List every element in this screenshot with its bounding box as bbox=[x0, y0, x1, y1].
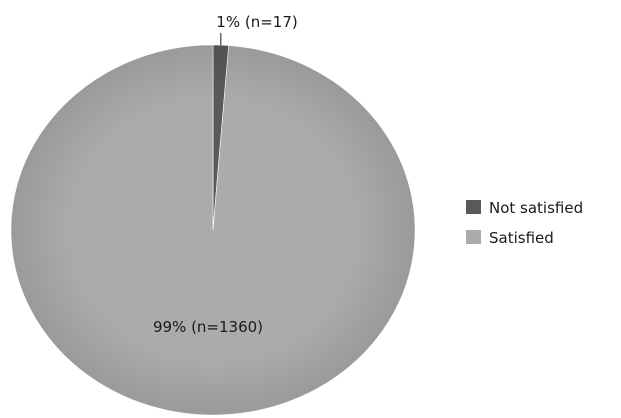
legend-label-satisfied: Satisfied bbox=[489, 229, 554, 247]
legend-label-not-satisfied: Not satisfied bbox=[489, 199, 583, 217]
legend-swatch-satisfied bbox=[466, 230, 481, 244]
pie-slice-satisfied[interactable] bbox=[10, 44, 416, 416]
legend: Not satisfied Satisfied bbox=[466, 199, 583, 247]
data-label-satisfied: 99% (n=1360) bbox=[153, 318, 263, 336]
legend-item-satisfied[interactable]: Satisfied bbox=[466, 229, 554, 247]
data-label-not-satisfied: 1% (n=17) bbox=[216, 13, 297, 31]
legend-item-not-satisfied[interactable]: Not satisfied bbox=[466, 199, 583, 217]
legend-swatch-not-satisfied bbox=[466, 200, 481, 214]
pie-slices bbox=[10, 44, 416, 416]
